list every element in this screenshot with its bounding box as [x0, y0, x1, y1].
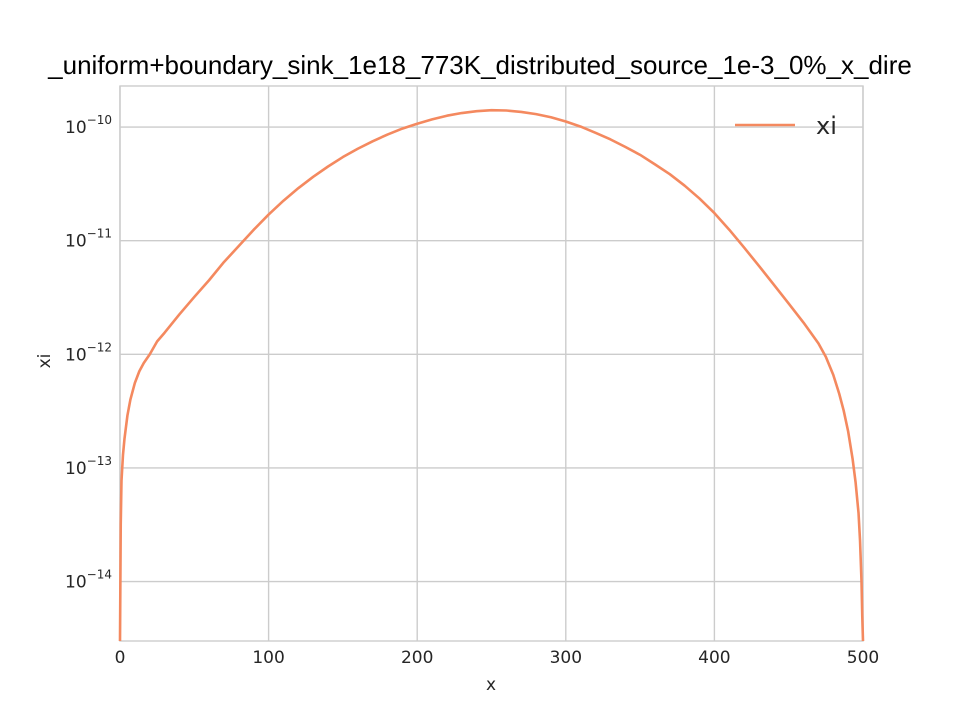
y-tick-exponent: −10	[87, 113, 112, 127]
y-tick-base: 10	[65, 232, 87, 252]
x-tick-label: 200	[401, 648, 433, 668]
grid	[119, 86, 864, 641]
x-axis-label: x	[486, 675, 496, 695]
y-tick-exponent: −13	[87, 454, 112, 468]
y-tick-exponent: −11	[87, 227, 112, 241]
legend-label-xi: xi	[816, 112, 837, 140]
plot-frame	[119, 85, 864, 642]
series-layer	[118, 108, 865, 642]
y-tick-label: 10−10	[65, 113, 112, 138]
y-tick-exponent: −14	[87, 568, 112, 582]
legend: xi	[735, 112, 837, 140]
y-tick-label: 10−11	[65, 227, 112, 252]
y-tick-label: 10−14	[65, 568, 112, 593]
x-tick-label: 500	[847, 648, 879, 668]
y-tick-label: 10−12	[65, 340, 112, 365]
y-tick-label: 10−13	[65, 454, 112, 479]
x-tick-labels: 0 100 200 300 400 500	[115, 648, 880, 668]
x-tick-label: 300	[550, 648, 582, 668]
series-line-xi	[118, 108, 865, 642]
y-axis-label: xi	[35, 354, 55, 369]
x-tick-label: 0	[115, 648, 126, 668]
x-tick-label: 100	[252, 648, 284, 668]
y-tick-base: 10	[65, 459, 87, 479]
x-tick-label: 400	[698, 648, 730, 668]
chart-title: _uniform+boundary_sink_1e18_773K_distrib…	[47, 50, 912, 80]
y-tick-base: 10	[65, 118, 87, 138]
y-tick-exponent: −12	[87, 340, 112, 354]
y-tick-base: 10	[65, 573, 87, 593]
y-tick-base: 10	[65, 345, 87, 365]
